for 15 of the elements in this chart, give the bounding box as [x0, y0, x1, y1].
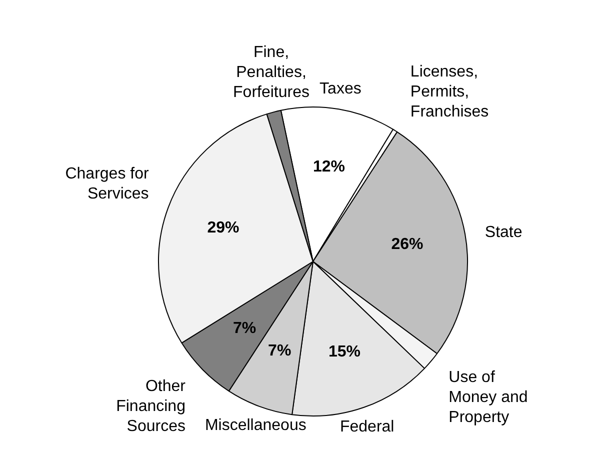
data-label: 29%: [207, 220, 240, 237]
slice-label: Other Financing Sources: [116, 378, 186, 435]
slice-label: State: [484, 224, 522, 241]
slice-label: Taxes: [320, 80, 362, 98]
slice-label: Use of Money and Property: [448, 369, 528, 426]
data-label: 12%: [312, 158, 345, 176]
slice-label: Federal: [340, 418, 394, 436]
data-label: 26%: [391, 236, 424, 253]
data-label: 7%: [268, 342, 292, 360]
data-label: 15%: [328, 343, 361, 360]
slice-label: Licenses, Permits, Franchises: [410, 64, 489, 121]
data-label: 7%: [233, 320, 256, 337]
slice-label: Miscellaneous: [204, 417, 306, 434]
slice-label: Fine, Penalties, Forfeitures: [233, 44, 310, 101]
slice-label: Charges for Services: [65, 166, 150, 203]
